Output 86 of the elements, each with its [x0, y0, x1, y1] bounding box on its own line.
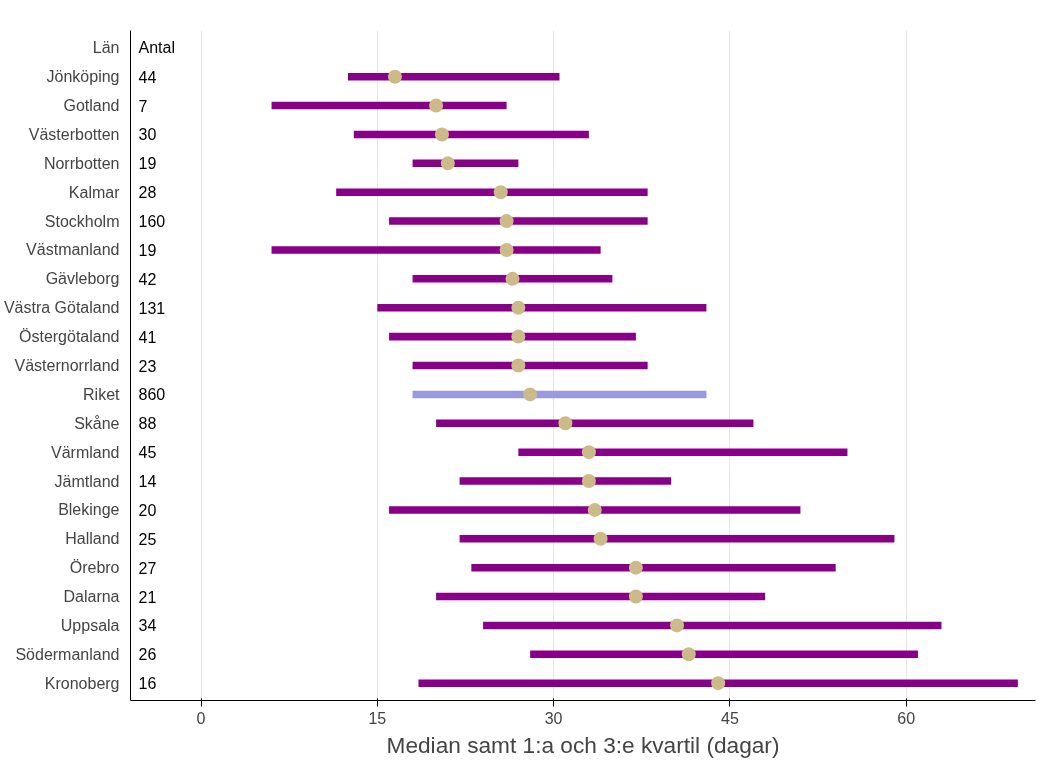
point	[628, 589, 643, 604]
y-tick-label: Västmanland	[26, 241, 120, 259]
annotation: 45	[138, 444, 157, 462]
bar	[418, 679, 1018, 687]
x-tick-label: 30	[544, 709, 563, 727]
annotation: 25	[138, 530, 157, 548]
bar	[459, 477, 672, 485]
y-tick-label: Örebro	[69, 559, 120, 577]
bar	[483, 621, 942, 630]
y-tick-label: Blekinge	[58, 501, 120, 519]
bar	[518, 448, 848, 456]
point	[523, 387, 538, 402]
annotation: 41	[138, 328, 157, 346]
annotation: 20	[138, 501, 157, 519]
point	[493, 185, 508, 200]
y-tick-label: Västra Götaland	[3, 299, 120, 317]
point	[581, 474, 596, 488]
y-tick-label: Uppsala	[60, 616, 120, 634]
y-tick-label: Kronoberg	[44, 674, 120, 692]
bar	[271, 246, 601, 254]
bar	[530, 650, 918, 659]
bar	[459, 535, 895, 543]
bar	[336, 188, 648, 196]
annotation: 160	[138, 213, 166, 231]
point	[434, 127, 449, 142]
point	[558, 416, 573, 431]
annotation: 860	[138, 386, 166, 404]
annotation: 21	[138, 588, 157, 606]
point	[511, 329, 526, 344]
x-tick-label: 15	[368, 709, 387, 727]
annotation: 19	[138, 155, 157, 173]
point	[505, 271, 520, 286]
y-tick-label: Värmland	[51, 443, 120, 461]
point	[499, 243, 514, 257]
annotation: 88	[138, 415, 157, 433]
y-tick-label: Jämtland	[54, 472, 120, 490]
annotation: 34	[138, 617, 157, 635]
y-tick-label: Gävleborg	[45, 270, 120, 288]
y-tick-label: Halland	[65, 530, 120, 548]
text: Antal	[138, 39, 175, 57]
annotation: 16	[138, 675, 157, 693]
annotation: 28	[138, 184, 157, 202]
y-tick-label: Norrbotten	[43, 154, 120, 172]
point	[587, 502, 602, 517]
y-tick-label: Södermanland	[15, 645, 120, 663]
y-tick-label: Kalmar	[68, 183, 121, 201]
annotation: 131	[138, 299, 166, 317]
y-tick-label: Skåne	[74, 414, 120, 432]
point	[440, 156, 455, 171]
annotation: 27	[138, 559, 157, 577]
point	[511, 358, 526, 373]
y-tick-label: Gotland	[63, 97, 120, 115]
point	[511, 300, 526, 315]
y-tick-label: Västerbotten	[28, 125, 120, 143]
y-tick-label: Västernorrland	[14, 357, 120, 374]
point	[711, 676, 726, 691]
annotation: 14	[138, 473, 157, 491]
point	[628, 560, 643, 575]
bar	[471, 563, 836, 572]
annotation: 19	[138, 241, 157, 259]
annotation: 23	[138, 357, 157, 375]
x-axis-title: Median samt 1:a och 3:e kvartil (dagar)	[386, 731, 780, 758]
annotation: 42	[138, 270, 157, 288]
annotation: 44	[138, 68, 157, 86]
point	[499, 214, 514, 229]
point	[681, 647, 696, 662]
bar	[389, 506, 801, 514]
point	[593, 531, 608, 546]
y-tick-label: Riket	[83, 385, 121, 403]
annotation: 30	[138, 126, 157, 144]
point	[670, 618, 685, 633]
annotation: 26	[138, 646, 157, 664]
bar	[412, 275, 613, 283]
x-tick-label: 0	[196, 709, 206, 727]
annotation: 7	[138, 97, 148, 115]
point	[581, 445, 596, 460]
y-tick-label: Östergötaland	[18, 328, 120, 346]
y-tick-label: Dalarna	[63, 588, 120, 606]
point	[387, 69, 402, 84]
x-tick-label: 45	[721, 709, 739, 727]
point	[429, 98, 444, 113]
x-tick-label: 60	[897, 709, 916, 727]
y-axis-title: Län	[92, 39, 120, 57]
y-tick-label: Jönköping	[46, 68, 120, 86]
y-tick-label: Stockholm	[44, 212, 120, 230]
bar	[389, 217, 648, 225]
